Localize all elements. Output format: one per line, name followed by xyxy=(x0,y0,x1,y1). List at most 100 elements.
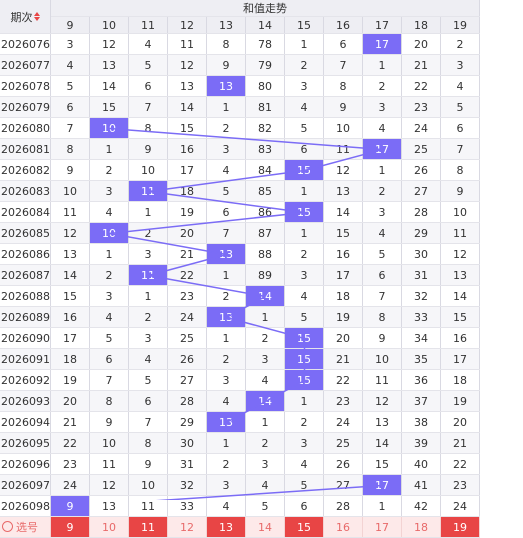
select-number-row: 选号 9 10 11 12 13 14 15 16 17 18 19 xyxy=(0,516,480,538)
period-cell: 2026077 xyxy=(0,54,51,76)
omission-cell: 1 xyxy=(245,411,285,433)
omission-cell: 3 xyxy=(89,285,129,307)
omission-cell: 24 xyxy=(401,117,441,139)
omission-cell: 2 xyxy=(206,453,246,475)
omission-cell: 5 xyxy=(440,96,480,118)
column-header-sum: 14 xyxy=(245,16,285,34)
omission-cell: 16 xyxy=(323,243,363,265)
selected-number-button[interactable]: 13 xyxy=(206,516,246,538)
omission-cell: 3 xyxy=(206,474,246,496)
omission-cell: 23 xyxy=(401,96,441,118)
column-header-sum: 18 xyxy=(401,16,441,34)
omission-cell: 22 xyxy=(167,264,207,286)
omission-cell: 27 xyxy=(401,180,441,202)
omission-cell: 29 xyxy=(167,411,207,433)
omission-cell: 13 xyxy=(89,54,129,76)
omission-cell: 24 xyxy=(50,474,90,496)
omission-cell: 4 xyxy=(50,54,90,76)
omission-cell: 21 xyxy=(323,348,363,370)
omission-cell: 14 xyxy=(440,285,480,307)
hit-number-cell: 15 xyxy=(284,201,324,223)
omission-cell: 2 xyxy=(362,180,402,202)
omission-cell: 5 xyxy=(362,243,402,265)
sort-icon[interactable] xyxy=(33,11,40,21)
period-column-header[interactable]: 期次 xyxy=(0,0,51,34)
omission-cell: 20 xyxy=(440,411,480,433)
omission-cell: 5 xyxy=(284,117,324,139)
omission-cell: 4 xyxy=(284,285,324,307)
column-header-sum: 12 xyxy=(167,16,207,34)
omission-cell: 4 xyxy=(89,306,129,328)
omission-cell: 84 xyxy=(245,159,285,181)
omission-cell: 21 xyxy=(50,411,90,433)
table-row: 2026078 5 14 6 13 13 80 3 8 2 22 4 xyxy=(0,75,480,97)
omission-cell: 3 xyxy=(362,201,402,223)
omission-cell: 34 xyxy=(401,327,441,349)
select-number-button[interactable]: 12 xyxy=(167,516,207,538)
select-number-button[interactable]: 17 xyxy=(362,516,402,538)
hit-number-cell: 10 xyxy=(89,222,129,244)
selected-number-button[interactable]: 9 xyxy=(50,516,90,538)
omission-cell: 13 xyxy=(50,243,90,265)
omission-cell: 22 xyxy=(50,432,90,454)
omission-cell: 5 xyxy=(128,369,168,391)
omission-cell: 32 xyxy=(167,474,207,496)
omission-cell: 18 xyxy=(440,369,480,391)
omission-cell: 26 xyxy=(323,453,363,475)
omission-cell: 10 xyxy=(323,117,363,139)
omission-cell: 9 xyxy=(128,138,168,160)
omission-cell: 25 xyxy=(167,327,207,349)
omission-cell: 31 xyxy=(167,453,207,475)
omission-cell: 14 xyxy=(89,75,129,97)
omission-cell: 79 xyxy=(245,54,285,76)
column-header-sum: 17 xyxy=(362,16,402,34)
omission-cell: 1 xyxy=(206,96,246,118)
omission-cell: 38 xyxy=(401,411,441,433)
table-row: 2026094 21 9 7 29 13 1 2 24 13 38 20 xyxy=(0,411,480,433)
omission-cell: 4 xyxy=(128,348,168,370)
omission-cell: 2 xyxy=(284,54,324,76)
omission-cell: 23 xyxy=(323,390,363,412)
omission-cell: 32 xyxy=(401,285,441,307)
omission-cell: 2 xyxy=(245,327,285,349)
omission-cell: 16 xyxy=(440,327,480,349)
omission-cell: 6 xyxy=(284,495,324,517)
table-row: 2026084 11 4 1 19 6 86 15 14 3 28 10 xyxy=(0,201,480,223)
omission-cell: 6 xyxy=(323,33,363,55)
omission-cell: 22 xyxy=(401,75,441,97)
omission-cell: 12 xyxy=(323,159,363,181)
omission-cell: 2 xyxy=(245,432,285,454)
table-row: 2026080 7 10 8 15 2 82 5 10 4 24 6 xyxy=(0,117,480,139)
omission-cell: 12 xyxy=(167,54,207,76)
table-row: 2026089 16 4 2 24 13 1 5 19 8 33 15 xyxy=(0,306,480,328)
omission-cell: 29 xyxy=(401,222,441,244)
select-number-button[interactable]: 18 xyxy=(401,516,441,538)
omission-cell: 20 xyxy=(50,390,90,412)
table-row: 2026076 3 12 4 11 8 78 1 6 17 20 2 xyxy=(0,33,480,55)
select-label[interactable]: 选号 xyxy=(0,516,51,538)
omission-cell: 8 xyxy=(206,33,246,55)
omission-cell: 7 xyxy=(128,96,168,118)
column-header-sum: 10 xyxy=(89,16,129,34)
hit-number-cell: 11 xyxy=(128,180,168,202)
hit-number-cell: 14 xyxy=(245,390,285,412)
omission-cell: 1 xyxy=(128,285,168,307)
period-cell: 2026092 xyxy=(0,369,51,391)
select-number-button[interactable]: 14 xyxy=(245,516,285,538)
select-number-button[interactable]: 16 xyxy=(323,516,363,538)
omission-cell: 7 xyxy=(128,411,168,433)
omission-cell: 7 xyxy=(362,285,402,307)
omission-cell: 23 xyxy=(50,453,90,475)
selected-number-button[interactable]: 11 xyxy=(128,516,168,538)
selected-number-button[interactable]: 15 xyxy=(284,516,324,538)
omission-cell: 39 xyxy=(401,432,441,454)
omission-cell: 15 xyxy=(440,306,480,328)
period-cell: 2026084 xyxy=(0,201,51,223)
omission-cell: 28 xyxy=(167,390,207,412)
omission-cell: 5 xyxy=(284,474,324,496)
table-row: 2026088 15 3 1 23 2 14 4 18 7 32 14 xyxy=(0,285,480,307)
omission-cell: 2 xyxy=(89,264,129,286)
selected-number-button[interactable]: 19 xyxy=(440,516,480,538)
select-number-button[interactable]: 10 xyxy=(89,516,129,538)
omission-cell: 6 xyxy=(128,390,168,412)
